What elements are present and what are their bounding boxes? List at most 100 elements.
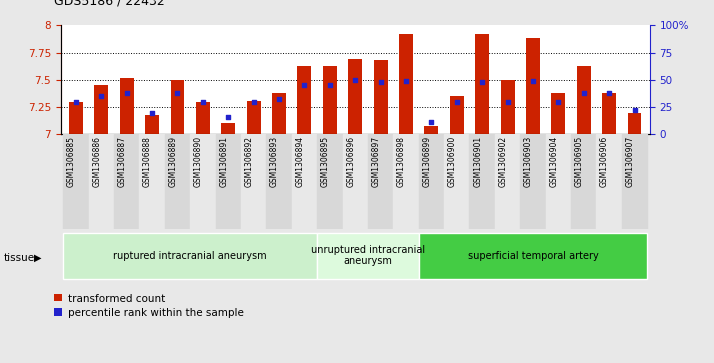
Bar (120, 78, 134, 134)
Bar (551, 93, 565, 134)
Point (527, 78, 538, 84)
Text: GSM1306907: GSM1306907 (625, 136, 635, 187)
Text: unruptured intracranial
aneurysm: unruptured intracranial aneurysm (311, 245, 425, 266)
Bar (114, 134, 139, 229)
Bar (393, 134, 418, 229)
Bar (64, 134, 89, 229)
Bar (246, 101, 261, 134)
Text: GSM1306898: GSM1306898 (397, 136, 406, 187)
Point (375, 79, 386, 85)
Text: GSM1306892: GSM1306892 (245, 136, 253, 187)
Bar (501, 80, 515, 134)
Bar (399, 34, 413, 134)
Text: GSM1306890: GSM1306890 (194, 136, 203, 187)
Bar (495, 134, 521, 229)
Bar (343, 134, 368, 229)
Point (349, 77, 361, 83)
Bar (298, 66, 311, 134)
Text: GSM1306899: GSM1306899 (423, 136, 431, 187)
Bar (139, 134, 165, 229)
Bar (571, 134, 596, 229)
Point (121, 90, 132, 96)
Text: GDS5186 / 22432: GDS5186 / 22432 (54, 0, 164, 7)
Bar (89, 134, 114, 229)
Text: GSM1306902: GSM1306902 (498, 136, 508, 187)
Point (96, 93, 107, 99)
Point (70, 99, 81, 105)
Text: GSM1306889: GSM1306889 (169, 136, 178, 187)
Bar (216, 134, 241, 229)
Text: GSM1306895: GSM1306895 (321, 136, 330, 187)
Text: superficial temporal artery: superficial temporal artery (468, 250, 598, 261)
Bar (266, 134, 292, 229)
Bar (545, 134, 571, 229)
Text: GSM1306900: GSM1306900 (448, 136, 457, 187)
Text: GSM1306906: GSM1306906 (600, 136, 609, 187)
Text: GSM1306905: GSM1306905 (575, 136, 584, 187)
Bar (476, 34, 489, 134)
Bar (317, 134, 343, 229)
Bar (145, 115, 159, 134)
Text: tissue: tissue (4, 253, 35, 263)
Text: GSM1306885: GSM1306885 (67, 136, 76, 187)
Point (146, 110, 158, 115)
Bar (368, 134, 393, 229)
Text: GSM1306893: GSM1306893 (270, 136, 279, 187)
Text: GSM1306886: GSM1306886 (92, 136, 101, 187)
Bar (196, 102, 210, 134)
Text: GSM1306901: GSM1306901 (473, 136, 482, 187)
Bar (577, 66, 590, 134)
Point (578, 90, 590, 96)
Text: GSM1306888: GSM1306888 (143, 136, 152, 187)
Point (273, 97, 285, 102)
Point (476, 79, 488, 85)
Text: GSM1306894: GSM1306894 (296, 136, 304, 187)
Text: transformed count: transformed count (68, 294, 165, 304)
Bar (348, 59, 362, 134)
Point (603, 90, 615, 96)
Bar (373, 60, 388, 134)
Text: percentile rank within the sample: percentile rank within the sample (68, 308, 243, 318)
Point (197, 99, 208, 105)
Bar (450, 96, 464, 134)
Bar (628, 113, 641, 134)
Bar (470, 134, 495, 229)
Point (426, 119, 437, 125)
Text: GSM1306896: GSM1306896 (346, 136, 355, 187)
Point (248, 99, 259, 105)
Bar (444, 134, 470, 229)
Text: GSM1306887: GSM1306887 (118, 136, 126, 187)
Point (298, 82, 310, 88)
Bar (221, 123, 235, 134)
Bar (292, 134, 317, 229)
Bar (521, 134, 545, 229)
Bar (171, 80, 184, 134)
Bar (424, 126, 438, 134)
Bar (418, 134, 444, 229)
Bar (190, 134, 216, 229)
Point (629, 107, 640, 113)
Point (553, 99, 564, 105)
Point (502, 99, 513, 105)
Text: GSM1306903: GSM1306903 (524, 136, 533, 187)
Bar (317, 233, 418, 279)
Bar (272, 93, 286, 134)
Text: GSM1306904: GSM1306904 (549, 136, 558, 187)
Point (172, 90, 183, 96)
Text: ruptured intracranial aneurysm: ruptured intracranial aneurysm (114, 250, 267, 261)
Bar (526, 38, 540, 134)
Bar (622, 134, 647, 229)
Bar (64, 233, 317, 279)
Bar (596, 134, 622, 229)
Bar (94, 85, 109, 134)
Bar (69, 102, 83, 134)
Point (223, 114, 234, 120)
Point (451, 99, 463, 105)
Bar (165, 134, 190, 229)
Bar (241, 134, 266, 229)
Bar (602, 93, 616, 134)
Bar (323, 66, 337, 134)
Point (401, 78, 412, 84)
Text: GSM1306891: GSM1306891 (219, 136, 228, 187)
Bar (418, 233, 647, 279)
